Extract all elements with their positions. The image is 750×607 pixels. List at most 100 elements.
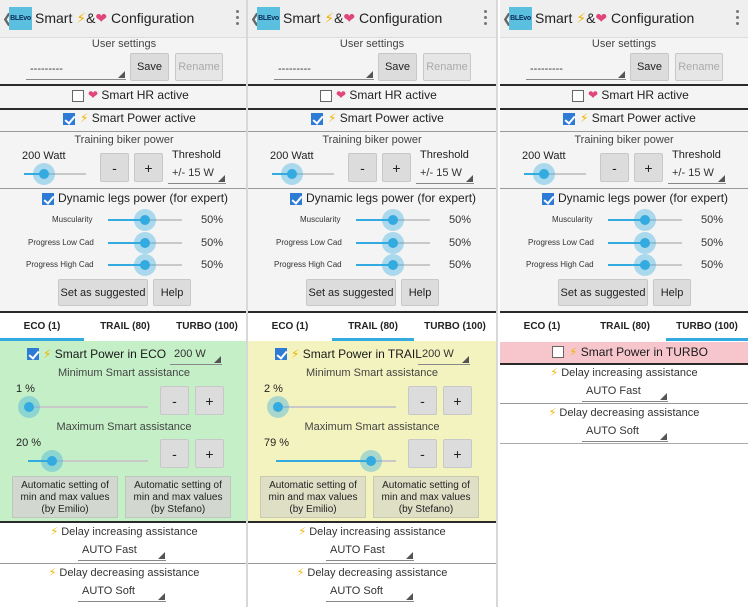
progress-high-cad-slider-thumb[interactable] [134, 254, 156, 276]
smart-power-checkbox[interactable] [63, 113, 75, 125]
delay-increasing-spinner[interactable]: AUTO Fast [582, 382, 668, 402]
delay-decreasing-spinner[interactable]: AUTO Soft [582, 422, 668, 442]
watt-minus-button[interactable]: - [600, 153, 629, 182]
help-button[interactable]: Help [153, 279, 191, 306]
dynamic-legs-checkbox[interactable] [290, 193, 302, 205]
smart-hr-checkbox[interactable] [320, 90, 332, 102]
auto-setting-stefano-button[interactable]: Automatic setting of min and max values … [373, 476, 479, 518]
max-assistance-slider-thumb[interactable] [41, 450, 63, 472]
set-as-suggested-button[interactable]: Set as suggested [558, 279, 648, 306]
max-plus-button[interactable]: + [443, 439, 472, 468]
progress-low-cad-slider-thumb[interactable] [382, 232, 404, 254]
rename-button[interactable]: Rename [675, 53, 723, 81]
dynamic-legs-row[interactable]: Dynamic legs power (for expert) [248, 191, 496, 212]
delay-decreasing-spinner[interactable]: AUTO Soft [78, 582, 166, 602]
back-chevron-icon[interactable]: ❮ [2, 11, 13, 26]
auto-setting-emilio-button[interactable]: Automatic setting of min and max values … [12, 476, 118, 518]
watt-slider-track[interactable] [524, 173, 586, 175]
tab-trail[interactable]: TRAIL (80) [100, 321, 150, 332]
watt-minus-button[interactable]: - [100, 153, 129, 182]
watt-slider-track[interactable] [24, 173, 86, 175]
dynamic-legs-checkbox[interactable] [42, 193, 54, 205]
mode-power-row[interactable]: ⚡ Smart Power in TRAIL 200 W [248, 344, 496, 365]
watt-slider-track[interactable] [272, 173, 334, 175]
mode-power-checkbox[interactable] [27, 348, 39, 360]
delay-increasing-spinner[interactable]: AUTO Fast [78, 541, 166, 561]
mode-power-checkbox[interactable] [552, 346, 564, 358]
smart-power-checkbox[interactable] [311, 113, 323, 125]
delay-decreasing-spinner[interactable]: AUTO Soft [326, 582, 414, 602]
set-as-suggested-button[interactable]: Set as suggested [58, 279, 148, 306]
min-assistance-slider-track[interactable] [276, 406, 396, 408]
mode-power-row[interactable]: ⚡ Smart Power in TURBO [500, 342, 748, 363]
dynamic-legs-row[interactable]: Dynamic legs power (for expert) [500, 191, 748, 212]
smart-hr-row[interactable]: ❤ Smart HR active [0, 88, 248, 109]
watt-plus-button[interactable]: + [382, 153, 411, 182]
tab-turbo[interactable]: TURBO (100) [424, 321, 486, 332]
progress-high-cad-slider-thumb[interactable] [382, 254, 404, 276]
save-button[interactable]: Save [130, 53, 169, 81]
max-assistance-slider-track[interactable] [276, 460, 396, 462]
save-button[interactable]: Save [630, 53, 669, 81]
delay-increasing-spinner[interactable]: AUTO Fast [326, 541, 414, 561]
max-assistance-slider-track[interactable] [28, 460, 148, 462]
smart-hr-checkbox[interactable] [572, 90, 584, 102]
threshold-spinner[interactable]: +/- 15 W [168, 164, 226, 184]
mode-power-row[interactable]: ⚡ Smart Power in ECO 200 W [0, 344, 248, 365]
smart-hr-row[interactable]: ❤ Smart HR active [500, 88, 748, 109]
watt-plus-button[interactable]: + [134, 153, 163, 182]
min-assistance-slider-track[interactable] [28, 406, 148, 408]
watt-slider-thumb[interactable] [33, 163, 56, 185]
muscularity-slider-thumb[interactable] [382, 209, 404, 231]
smart-hr-checkbox[interactable] [72, 90, 84, 102]
smart-hr-row[interactable]: ❤ Smart HR active [248, 88, 496, 109]
min-assistance-slider-thumb[interactable] [267, 396, 290, 418]
profile-spinner[interactable]: --------- [26, 60, 126, 80]
smart-power-row[interactable]: ⚡ Smart Power active [0, 111, 248, 132]
overflow-menu-icon[interactable] [236, 10, 240, 26]
overflow-menu-icon[interactable] [484, 10, 488, 26]
tab-turbo[interactable]: TURBO (100) [176, 321, 238, 332]
dynamic-legs-checkbox[interactable] [542, 193, 554, 205]
tab-eco[interactable]: ECO (1) [0, 313, 84, 341]
progress-low-cad-slider-thumb[interactable] [134, 232, 156, 254]
back-chevron-icon[interactable]: ❮ [502, 11, 513, 26]
watt-slider-thumb[interactable] [281, 163, 304, 185]
threshold-spinner[interactable]: +/- 15 W [416, 164, 474, 184]
profile-spinner[interactable]: --------- [274, 60, 374, 80]
rename-button[interactable]: Rename [423, 53, 471, 81]
save-button[interactable]: Save [378, 53, 417, 81]
max-assistance-slider-thumb[interactable] [359, 450, 382, 472]
max-plus-button[interactable]: + [195, 439, 224, 468]
min-plus-button[interactable]: + [195, 386, 224, 415]
progress-low-cad-slider-thumb[interactable] [634, 232, 656, 254]
watt-minus-button[interactable]: - [348, 153, 377, 182]
min-plus-button[interactable]: + [443, 386, 472, 415]
overflow-menu-icon[interactable] [736, 10, 740, 26]
mode-power-checkbox[interactable] [275, 348, 287, 360]
tab-trail[interactable]: TRAIL (80) [600, 321, 650, 332]
muscularity-slider-thumb[interactable] [634, 209, 656, 231]
rename-button[interactable]: Rename [175, 53, 223, 81]
muscularity-slider-thumb[interactable] [134, 209, 156, 231]
max-minus-button[interactable]: - [160, 439, 189, 468]
mode-power-spinner[interactable]: 200 W [170, 345, 222, 365]
progress-high-cad-slider-thumb[interactable] [634, 254, 656, 276]
watt-slider-thumb[interactable] [533, 163, 556, 185]
smart-power-checkbox[interactable] [563, 113, 575, 125]
tab-trail[interactable]: TRAIL (80) [332, 313, 414, 341]
profile-spinner[interactable]: --------- [526, 60, 626, 80]
back-chevron-icon[interactable]: ❮ [250, 11, 261, 26]
tab-eco[interactable]: ECO (1) [523, 321, 561, 332]
dynamic-legs-row[interactable]: Dynamic legs power (for expert) [0, 191, 248, 212]
set-as-suggested-button[interactable]: Set as suggested [306, 279, 396, 306]
min-minus-button[interactable]: - [408, 386, 437, 415]
max-minus-button[interactable]: - [408, 439, 437, 468]
watt-plus-button[interactable]: + [634, 153, 663, 182]
auto-setting-emilio-button[interactable]: Automatic setting of min and max values … [260, 476, 366, 518]
smart-power-row[interactable]: ⚡ Smart Power active [248, 111, 496, 132]
tab-turbo[interactable]: TURBO (100) [666, 313, 748, 341]
help-button[interactable]: Help [401, 279, 439, 306]
smart-power-row[interactable]: ⚡ Smart Power active [500, 111, 748, 132]
min-minus-button[interactable]: - [160, 386, 189, 415]
